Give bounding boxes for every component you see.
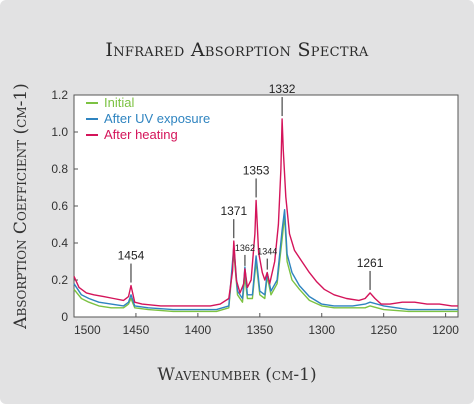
y-tick-label: 0.8 xyxy=(51,162,68,176)
legend-label: Initial xyxy=(104,95,134,110)
x-tick-label: 1350 xyxy=(246,323,273,337)
x-tick-label: 1400 xyxy=(185,323,212,337)
annotation-label-1344: 1344 xyxy=(257,247,277,257)
y-axis: 0 0.2 0.4 0.6 0.8 1.0 1.2 xyxy=(51,88,78,324)
series-line-after-uv-exposure xyxy=(73,209,458,311)
series-line-after-heating xyxy=(73,118,458,307)
y-tick-label: 0.4 xyxy=(51,236,68,250)
annotation-label-1353: 1353 xyxy=(243,163,270,177)
x-axis-title: Wavenumber (cm-1) xyxy=(157,365,316,385)
x-tick-label: 1450 xyxy=(123,323,150,337)
x-tick-label: 1500 xyxy=(74,323,101,337)
x-tick-label: 1200 xyxy=(432,323,459,337)
y-tick-label: 0.2 xyxy=(51,273,68,287)
annotation-label-1332: 1332 xyxy=(269,82,296,96)
x-axis: 1500 1450 1400 1350 1300 1250 1200 xyxy=(73,313,459,337)
y-axis-title: Absorption Coefficient (cm-1) xyxy=(11,83,31,330)
y-tick-label: 1.2 xyxy=(51,88,68,102)
y-tick-label: 0.6 xyxy=(51,199,68,213)
annotation-label-1261: 1261 xyxy=(357,256,384,270)
series-group xyxy=(73,118,458,313)
y-tick-label: 1.0 xyxy=(51,125,68,139)
y-tick-label: 0 xyxy=(61,310,68,324)
peak-annotations: 1454 1371 1362 1353 1344 1332 1261 xyxy=(118,82,384,290)
legend-label: After UV exposure xyxy=(104,111,210,126)
annotation-label-1362: 1362 xyxy=(235,243,255,253)
annotation-label-1371: 1371 xyxy=(220,204,247,218)
chart-title: Infrared Absorption Spectra xyxy=(105,39,369,61)
annotation-label-1454: 1454 xyxy=(118,249,145,263)
x-tick-label: 1300 xyxy=(308,323,335,337)
legend-label: After heating xyxy=(104,127,178,142)
x-tick-label: 1250 xyxy=(370,323,397,337)
